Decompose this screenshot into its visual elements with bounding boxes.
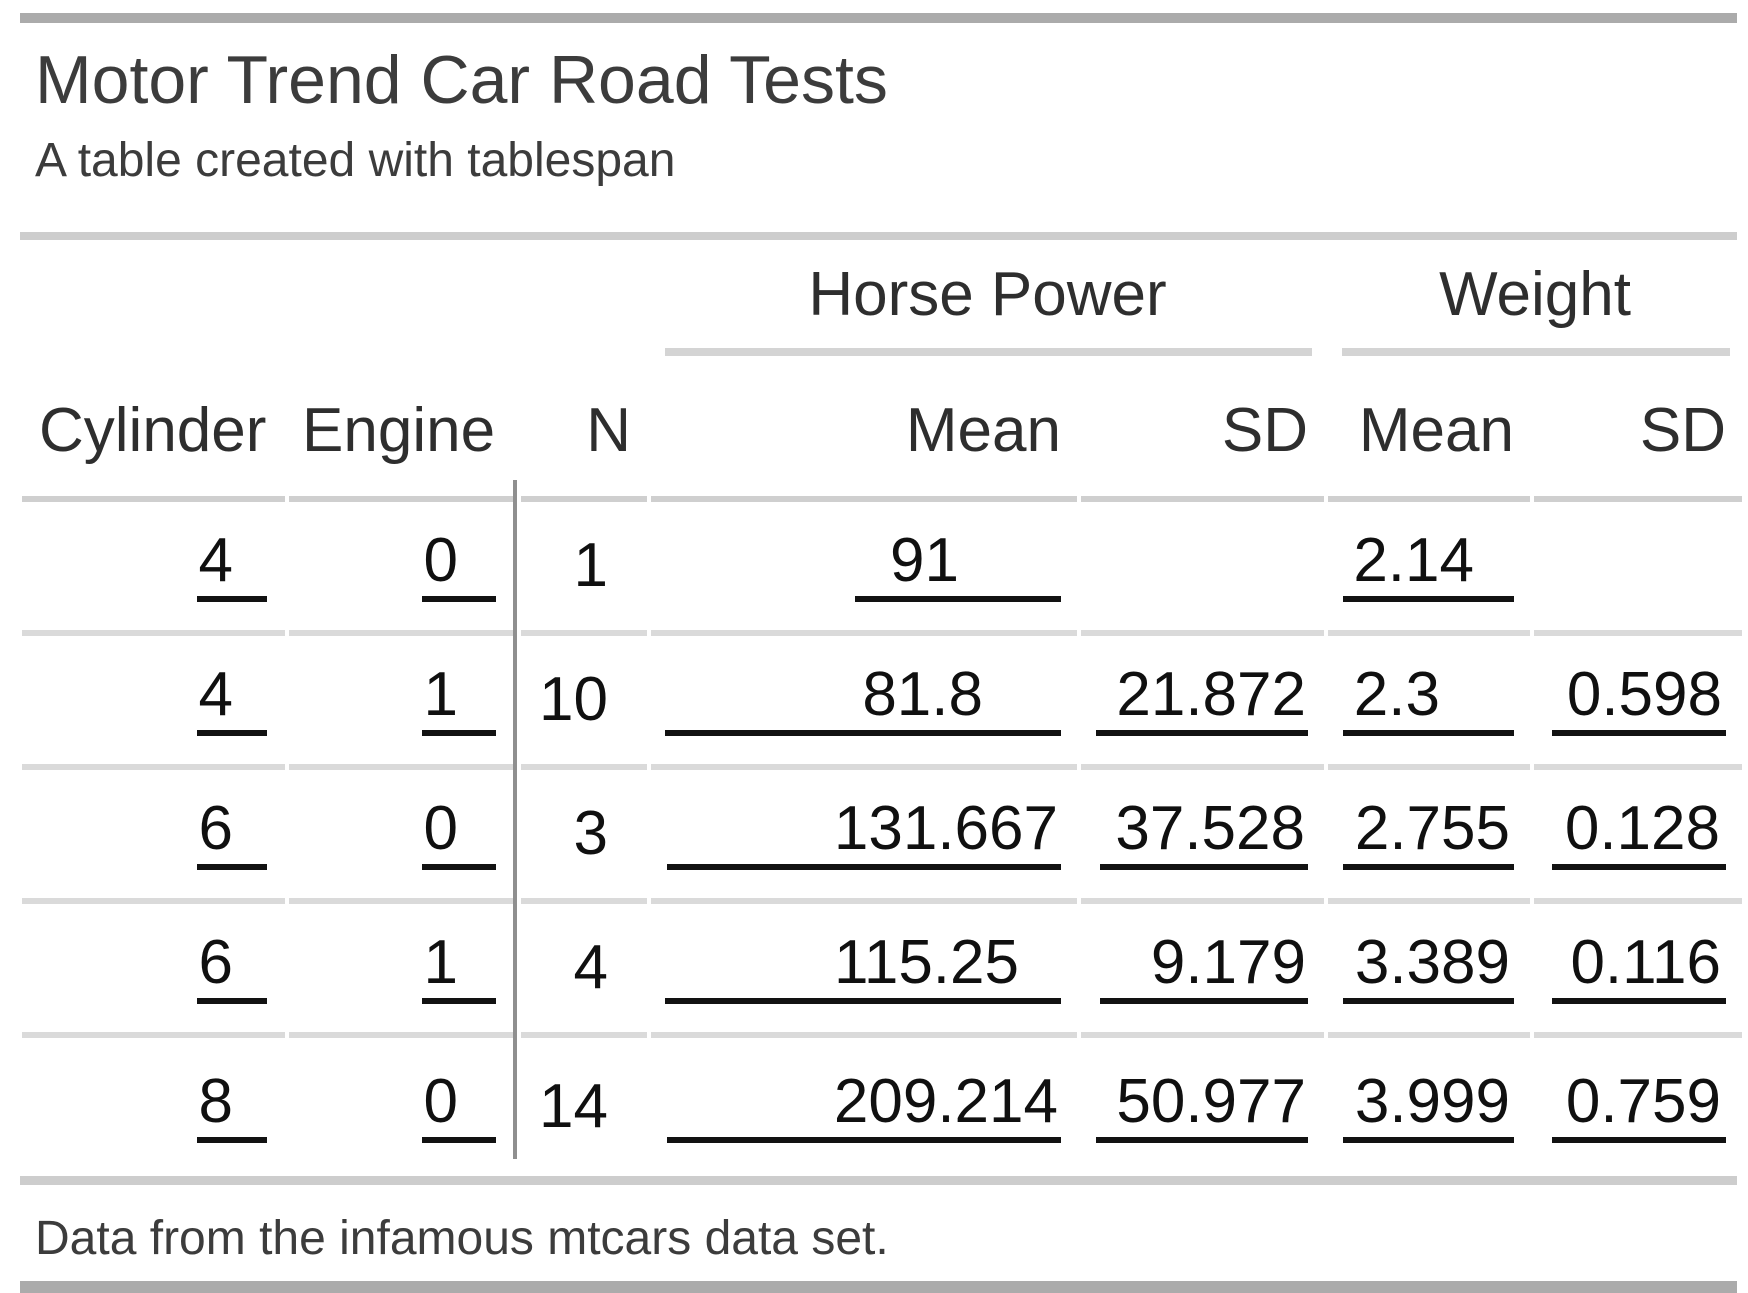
data-table: Horse Power Weight Cylinder Engine N Mea… xyxy=(18,240,1746,1176)
cell-cylinder: 4 xyxy=(22,502,285,636)
cell-value-underlined: 4 xyxy=(197,530,267,602)
cell-wt-mean: 2.755 xyxy=(1328,770,1530,904)
cell-wt-sd: 0.128 xyxy=(1534,770,1742,904)
col-header-hp-sd: SD xyxy=(1081,356,1324,502)
table-row: 6 1 4 115.25 9.179 3.389 0.116 xyxy=(22,904,1742,1038)
cell-hp-sd: 50.977 xyxy=(1081,1038,1324,1176)
cell-hp-sd xyxy=(1081,502,1324,636)
col-header-wt-mean: Mean xyxy=(1328,356,1530,502)
cell-value-underlined: 3.389 xyxy=(1343,932,1514,1004)
spanner-weight: Weight xyxy=(1328,240,1742,356)
spanner-weight-label: Weight xyxy=(1439,260,1631,329)
cell-engine: 0 xyxy=(289,1038,517,1176)
cell-value-underlined: 91 xyxy=(855,530,1061,602)
spanner-weight-underline xyxy=(1342,348,1730,356)
spanner-horse-power: Horse Power xyxy=(651,240,1324,356)
cell-n: 14 xyxy=(539,1072,608,1141)
cell-value-underlined: 2.3 xyxy=(1343,664,1514,736)
col-header-wt-sd: SD xyxy=(1534,356,1742,502)
table-row: 8 0 14 209.214 50.977 3.999 0.759 xyxy=(22,1038,1742,1176)
cell-value-underlined: 8 xyxy=(197,1071,267,1143)
cell-value-underlined: 115.25 xyxy=(665,932,1061,1004)
cell-value-underlined: 0.128 xyxy=(1552,798,1726,870)
table-body: 4 0 1 91 2.14 4 1 10 81.8 21.872 2.3 0.598 6 0 3 131.66… xyxy=(22,502,1742,1176)
col-header-cylinder: Cylinder xyxy=(22,356,285,502)
cell-hp-mean: 115.25 xyxy=(651,904,1077,1038)
column-header-row: Cylinder Engine N Mean SD Mean SD xyxy=(22,356,1742,502)
cell-value-underlined: 1 xyxy=(422,664,496,736)
cell-hp-mean: 81.8 xyxy=(651,636,1077,770)
cell-hp-mean: 209.214 xyxy=(651,1038,1077,1176)
footer-rule xyxy=(20,1176,1737,1185)
cell-n: 4 xyxy=(521,904,647,1038)
table-title: Motor Trend Car Road Tests xyxy=(35,42,888,118)
cell-engine: 0 xyxy=(289,502,517,636)
cell-value-underlined: 209.214 xyxy=(667,1071,1061,1143)
cell-wt-sd xyxy=(1534,502,1742,636)
cell-n: 3 xyxy=(521,770,647,904)
cell-value-underlined: 0 xyxy=(422,798,496,870)
cell-value-underlined: 3.999 xyxy=(1343,1071,1514,1143)
header-rule xyxy=(20,232,1737,240)
cell-wt-mean: 2.14 xyxy=(1328,502,1530,636)
cell-hp-sd: 21.872 xyxy=(1081,636,1324,770)
cell-cylinder: 6 xyxy=(22,770,285,904)
col-header-engine: Engine xyxy=(289,356,517,502)
spanner-horse-power-label: Horse Power xyxy=(808,260,1167,329)
table-subtitle: A table created with tablespan xyxy=(35,134,676,187)
cell-n: 10 xyxy=(521,636,647,770)
cell-wt-mean: 2.3 xyxy=(1328,636,1530,770)
cell-engine: 1 xyxy=(289,904,517,1038)
table-footnote: Data from the infamous mtcars data set. xyxy=(35,1212,889,1265)
cell-value-underlined: 6 xyxy=(197,798,267,870)
spanner-spacer xyxy=(22,240,647,356)
cell-wt-sd: 0.116 xyxy=(1534,904,1742,1038)
cell-value-underlined: 0 xyxy=(422,1071,496,1143)
spanner-horse-power-underline xyxy=(665,348,1312,356)
col-header-n: N xyxy=(521,356,647,502)
cell-value-underlined: 6 xyxy=(197,932,267,1004)
col-header-hp-mean: Mean xyxy=(651,356,1077,502)
bottom-border-bar xyxy=(20,1281,1737,1293)
cell-engine: 0 xyxy=(289,770,517,904)
cell-value-underlined: 131.667 xyxy=(667,798,1061,870)
cell-wt-mean: 3.999 xyxy=(1328,1038,1530,1176)
cell-cylinder: 8 xyxy=(22,1038,285,1176)
cell-hp-sd: 9.179 xyxy=(1081,904,1324,1038)
cell-hp-sd: 37.528 xyxy=(1081,770,1324,904)
cell-value-underlined: 0.116 xyxy=(1552,932,1726,1004)
cell-n: 1 xyxy=(521,502,647,636)
table-row: 6 0 3 131.667 37.528 2.755 0.128 xyxy=(22,770,1742,904)
cell-engine: 1 xyxy=(289,636,517,770)
top-border-bar xyxy=(20,13,1737,23)
cell-value-underlined: 81.8 xyxy=(665,664,1061,736)
cell-value-underlined: 0.598 xyxy=(1552,664,1726,736)
cell-value-underlined: 21.872 xyxy=(1096,664,1308,736)
spanner-row: Horse Power Weight xyxy=(22,240,1742,356)
column-divider-line xyxy=(513,480,517,1159)
cell-value-underlined: 9.179 xyxy=(1100,932,1308,1004)
cell-wt-sd: 0.598 xyxy=(1534,636,1742,770)
cell-value-underlined: 0 xyxy=(422,530,496,602)
cell-hp-mean: 131.667 xyxy=(651,770,1077,904)
cell-wt-sd: 0.759 xyxy=(1534,1038,1742,1176)
cell-value-underlined: 50.977 xyxy=(1096,1071,1308,1143)
table-row: 4 1 10 81.8 21.872 2.3 0.598 xyxy=(22,636,1742,770)
cell-hp-mean: 91 xyxy=(651,502,1077,636)
cell-wt-mean: 3.389 xyxy=(1328,904,1530,1038)
cell-value-underlined: 2.755 xyxy=(1343,798,1514,870)
cell-value-underlined: 0.759 xyxy=(1552,1071,1726,1143)
cell-value-underlined: 37.528 xyxy=(1100,798,1308,870)
cell-value-underlined: 1 xyxy=(422,932,496,1004)
cell-value-underlined: 4 xyxy=(197,664,267,736)
cell-cylinder: 4 xyxy=(22,636,285,770)
cell-value-underlined: 2.14 xyxy=(1343,530,1514,602)
cell-cylinder: 6 xyxy=(22,904,285,1038)
table-row: 4 0 1 91 2.14 xyxy=(22,502,1742,636)
